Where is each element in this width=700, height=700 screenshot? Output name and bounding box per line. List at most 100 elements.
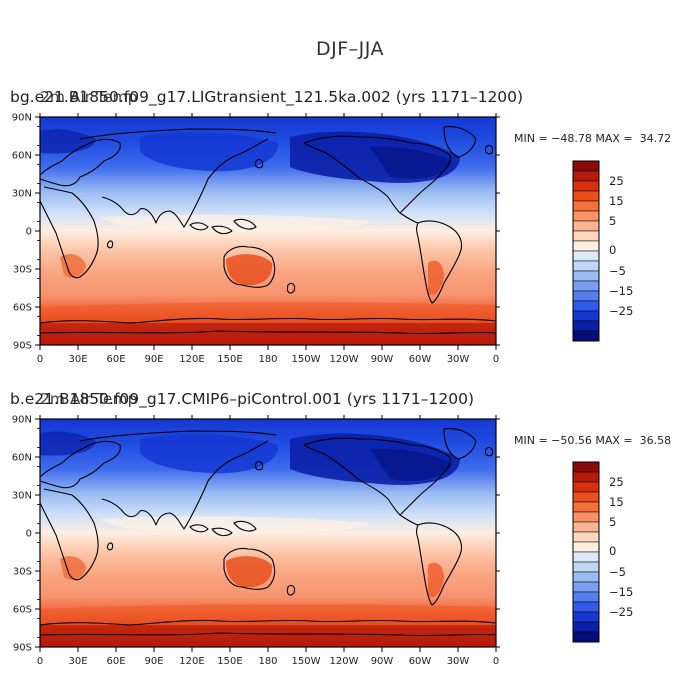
lon-tick-label: 60W (409, 354, 432, 365)
lon-tick-label: 150E (217, 354, 242, 365)
panel-2-colorbar: 25 15 5 0 −5 −15 −25 (572, 461, 633, 643)
colorbar-label: −25 (609, 605, 633, 619)
lon-tick-label: 120W (330, 656, 359, 667)
lon-tick-label: 30W (447, 354, 470, 365)
colorbar-label: 25 (609, 174, 624, 188)
colorbar-swatch (572, 300, 600, 312)
lat-tick-label: 90S (13, 341, 32, 352)
colorbar-swatch (572, 290, 600, 302)
lon-tick-label: 180 (258, 656, 277, 667)
lon-tick-label: 180 (258, 354, 277, 365)
lon-tick-label: 0 (493, 656, 499, 667)
lon-tick-label: 30W (447, 656, 470, 667)
lat-tick-label: 30N (12, 189, 32, 200)
colorbar-label: −5 (609, 264, 626, 278)
panel-1-title-overlay: 2m Air Temp (40, 88, 138, 106)
lat-tick-label: 90N (12, 113, 32, 124)
lat-tick-label: 30S (13, 265, 32, 276)
colorbar-swatch (572, 320, 600, 332)
lon-tick-label: 30E (68, 656, 87, 667)
lon-tick-label: 90E (144, 354, 163, 365)
colorbar-swatch (572, 521, 600, 533)
figure-title: DJF–JJA (315, 38, 385, 60)
lat-tick-label: 0 (26, 529, 32, 540)
colorbar-swatch (572, 270, 600, 282)
colorbar-swatch (572, 511, 600, 523)
lon-tick-label: 150W (292, 354, 321, 365)
colorbar-label: −5 (609, 565, 626, 579)
colorbar-swatch (572, 481, 600, 493)
lon-tick-label: 120E (179, 656, 204, 667)
colorbar-swatch (572, 200, 600, 212)
colorbar-swatch (572, 601, 600, 613)
colorbar-label: 25 (609, 475, 624, 489)
colorbar-label: −15 (609, 284, 633, 298)
colorbar-swatch (572, 581, 600, 593)
lat-tick-label: 30S (13, 567, 32, 578)
colorbar-swatch (572, 250, 600, 262)
panel-1-title: bg.e21.B1850.f09_g17.LIGtransient_121.5k… (10, 88, 523, 106)
colorbar-swatch (572, 631, 600, 643)
lat-tick-label: 30N (12, 491, 32, 502)
colorbar-swatch (572, 180, 600, 192)
lat-tick-label: 0 (26, 227, 32, 238)
colorbar-swatch (572, 330, 600, 342)
colorbar-swatch (572, 260, 600, 272)
colorbar-swatch (572, 461, 600, 473)
lat-tick-label: 90N (12, 415, 32, 426)
colorbar-swatch (572, 551, 600, 563)
panel-1-min-max: MIN = −48.78 MAX = 34.72 (514, 132, 672, 145)
colorbar-swatch (572, 561, 600, 573)
panel-2-title: b.e21.B1850.f09_g17.CMIP6–piControl.001 … (10, 390, 474, 408)
lat-tick-label: 60N (12, 453, 32, 464)
lon-tick-label: 150E (217, 656, 242, 667)
colorbar-frame (572, 160, 600, 342)
colorbar-label: 5 (609, 214, 616, 228)
lon-tick-label: 60E (106, 656, 125, 667)
colorbar-label: −15 (609, 585, 633, 599)
colorbar-swatch (572, 611, 600, 623)
panel-1-axes: 90N 60N 30N 0 30S 60S 90S 0 30E 60E 90E 120E 150E 180… (12, 113, 500, 365)
lon-tick-label: 90E (144, 656, 163, 667)
panel-2-axes: 90N 60N 30N 0 30S 60S 90S 0 30E 60E 90E 120E 150E 180… (12, 415, 500, 667)
colorbar-frame (572, 461, 600, 643)
colorbar-swatch (572, 310, 600, 322)
colorbar-swatch (572, 220, 600, 232)
colorbar-swatch (572, 160, 600, 172)
panel-2-title-text: b.e21.B1850.f09_g17.CMIP6–piControl.001 … (10, 390, 475, 408)
lon-tick-label: 150W (292, 656, 321, 667)
panel-2-min-max: MIN = −50.56 MAX = 36.58 (514, 434, 672, 447)
lat-tick-label: 60S (13, 605, 32, 616)
lat-tick-label: 90S (13, 643, 32, 654)
colorbar-swatch (572, 541, 600, 553)
lon-tick-label: 60W (409, 656, 432, 667)
lon-tick-label: 0 (37, 656, 43, 667)
panel-1-map (39, 116, 497, 346)
colorbar-label: −25 (609, 304, 633, 318)
colorbar-label: 0 (609, 243, 616, 257)
lon-tick-label: 0 (37, 354, 43, 365)
colorbar-swatch (572, 240, 600, 252)
colorbar-swatch (572, 170, 600, 182)
colorbar-label: 15 (609, 495, 624, 509)
lon-tick-label: 30E (68, 354, 87, 365)
panel-2-map (39, 418, 497, 648)
lon-tick-label: 60E (106, 354, 125, 365)
colorbar-swatch (572, 501, 600, 513)
colorbar-swatch (572, 621, 600, 633)
panel-1-title-text: bg.e21.B1850.f09_g17.LIGtransient_121.5k… (10, 88, 524, 106)
colorbar-swatch (572, 280, 600, 292)
panel-2-title-overlay: 2m Air Temp (40, 390, 138, 408)
colorbar-swatch (572, 230, 600, 242)
colorbar-label: 15 (609, 194, 624, 208)
colorbar-swatch (572, 571, 600, 583)
lat-tick-label: 60S (13, 303, 32, 314)
colorbar-swatch (572, 210, 600, 222)
colorbar-label: 0 (609, 544, 616, 558)
lon-tick-label: 90W (371, 354, 394, 365)
colorbar-swatch (572, 591, 600, 603)
colorbar-swatch (572, 190, 600, 202)
colorbar-swatch (572, 531, 600, 543)
lon-tick-label: 90W (371, 656, 394, 667)
